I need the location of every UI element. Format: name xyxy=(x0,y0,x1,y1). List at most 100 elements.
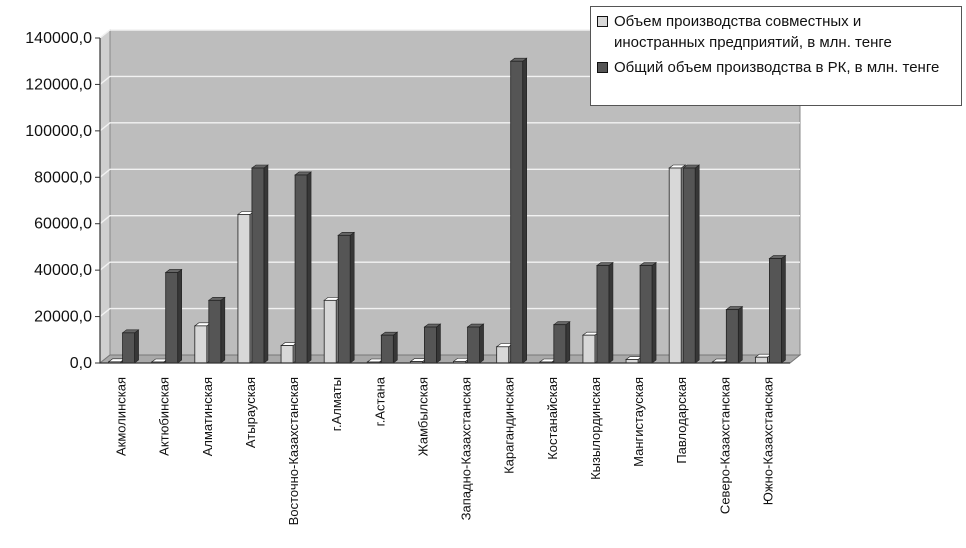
gridline xyxy=(99,307,800,318)
bar-side-face xyxy=(781,254,786,364)
bar-front-face xyxy=(294,174,308,364)
bar-front-face xyxy=(337,234,351,364)
y-tick-label: 0,0 xyxy=(70,355,92,372)
x-axis-ticks: Акмолинская Актюбинская Алматинская Атыраус… xyxy=(114,376,776,525)
x-tick-label-7: г.Астана xyxy=(372,376,387,426)
x-tick-label-12: Кызылординская xyxy=(588,377,603,480)
y-tick-label: 100000,0 xyxy=(25,123,92,140)
bar-side-face xyxy=(651,261,657,364)
bar-front-face xyxy=(237,214,251,364)
bar-side-face xyxy=(306,171,312,364)
y-tick-label: 60000,0 xyxy=(34,216,92,233)
bar-series-2-15 xyxy=(725,306,744,364)
y-tick-label: 120000,0 xyxy=(25,76,92,93)
x-tick-label-8: Жамбылская xyxy=(415,377,430,456)
y-tick-label: 40000,0 xyxy=(34,262,92,279)
bar-front-face xyxy=(323,299,337,364)
bar-front-face xyxy=(510,60,524,364)
bar-series-2-13 xyxy=(639,261,657,364)
x-tick-label-13: Мангистауская xyxy=(631,377,646,467)
bar-front-face xyxy=(553,324,567,364)
bar-front-face xyxy=(208,299,222,364)
legend: Объем производства совместных и иностран… xyxy=(590,6,962,106)
bar-front-face xyxy=(194,325,208,364)
bar-side-face xyxy=(738,306,743,364)
gridlines xyxy=(99,29,800,318)
bar-side-face xyxy=(134,329,139,364)
bar-front-face xyxy=(380,334,394,364)
gridline xyxy=(99,261,800,271)
bar-series-2-7 xyxy=(380,331,399,364)
legend-item-series-2: Общий объем производства в РК, в млн. те… xyxy=(597,57,955,78)
bar-series-2-8 xyxy=(423,323,442,364)
bar-series-2-1 xyxy=(121,329,140,364)
bar-side-face xyxy=(177,268,182,364)
bar-series-1-12 xyxy=(582,331,600,364)
bar-side-face xyxy=(479,323,484,364)
bar-front-face xyxy=(582,334,596,364)
bar-front-face xyxy=(596,265,610,364)
bar-side-face xyxy=(436,323,441,364)
bar-series-1-13 xyxy=(625,355,643,364)
bar-series-2-11 xyxy=(552,321,571,364)
y-tick-label: 80000,0 xyxy=(34,169,92,186)
legend-label-series-1: Объем производства совместных и иностран… xyxy=(614,13,892,51)
bar-front-face xyxy=(424,326,437,364)
y-tick-label: 20000,0 xyxy=(34,309,92,326)
bar-series-2-9 xyxy=(466,323,485,364)
y-tick-label: 140000,0 xyxy=(25,30,92,47)
bar-side-face xyxy=(694,164,700,364)
bar-series-2-2 xyxy=(164,268,183,364)
bar-series-2-6 xyxy=(337,231,356,364)
x-tick-label-3: Алматинская xyxy=(200,377,215,456)
legend-swatch-series-1 xyxy=(597,16,608,27)
bar-side-face xyxy=(220,296,226,364)
x-tick-label-1: Акмолинская xyxy=(114,377,129,456)
gridline xyxy=(99,75,800,85)
x-tick-label-10: Карагандинская xyxy=(502,377,517,474)
bar-series-2-5 xyxy=(294,171,312,364)
bar-side-face xyxy=(349,231,355,364)
x-tick-label-2: Актюбинская xyxy=(157,377,172,456)
bar-series-1-14 xyxy=(668,164,687,364)
bar-front-face xyxy=(122,332,135,364)
bar-front-face xyxy=(280,345,294,364)
bar-front-face xyxy=(467,326,480,364)
x-tick-label-15: Северо-Казахстанская xyxy=(717,377,732,514)
bar-side-face xyxy=(263,164,269,364)
y-axis-ticks: 0,0 20000,0 40000,0 60000,0 80000,0 100000,0 1… xyxy=(25,30,100,372)
axes xyxy=(99,38,790,364)
gridline xyxy=(99,215,800,225)
bar-front-face xyxy=(496,346,510,364)
x-tick-label-6: г.Алматы xyxy=(329,377,344,431)
gridline xyxy=(99,168,800,178)
bar-series-2-16 xyxy=(768,254,787,364)
bar-front-face xyxy=(755,356,768,364)
legend-label-series-2: Общий объем производства в РК, в млн. те… xyxy=(614,59,940,76)
gridline xyxy=(99,122,800,132)
bar-front-face xyxy=(251,167,265,364)
legend-swatch-series-2 xyxy=(597,62,608,73)
bar-series-2-10 xyxy=(509,57,528,364)
bar-side-face xyxy=(393,331,398,364)
x-tick-label-14: Павлодарская xyxy=(674,377,689,464)
bar-series-2-12 xyxy=(596,261,614,364)
bar-front-face xyxy=(668,167,682,364)
x-tick-label-9: Западно-Казахстанская xyxy=(459,377,474,520)
bar-front-face xyxy=(639,265,653,364)
bar-series-2-14 xyxy=(682,164,701,364)
bar-front-face xyxy=(165,272,179,364)
bar-front-face xyxy=(725,309,739,364)
x-tick-label-4: Атырауская xyxy=(243,377,258,448)
bar-side-face xyxy=(608,261,614,364)
x-tick-label-11: Костанайская xyxy=(545,377,560,460)
bar-series-2-3 xyxy=(207,296,226,364)
x-tick-label-16: Южно-Казахстанская xyxy=(760,377,775,505)
bar-side-face xyxy=(565,321,571,364)
legend-item-series-1: Объем производства совместных и иностран… xyxy=(597,11,955,53)
bar-front-face xyxy=(682,167,696,364)
bar-front-face xyxy=(769,258,782,364)
bar-side-face xyxy=(522,57,527,364)
